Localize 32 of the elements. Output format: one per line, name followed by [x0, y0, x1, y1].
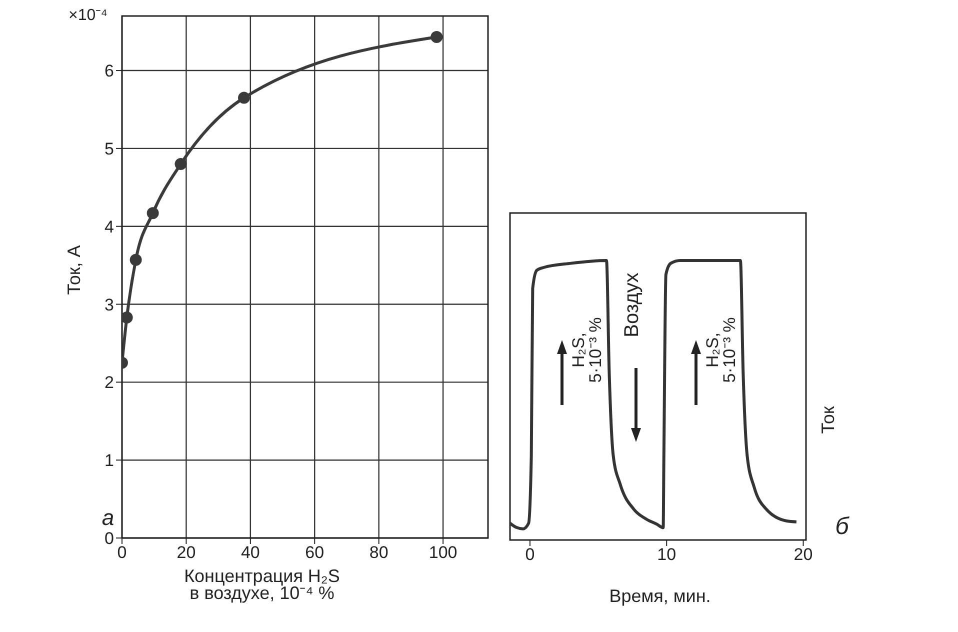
text: ×10⁻⁴ — [68, 7, 108, 24]
x-axis-title: Концентрация H₂S в воздухе, 10⁻⁴ % — [184, 566, 340, 603]
point — [146, 207, 159, 220]
y-tick-label: 3 — [104, 295, 114, 314]
x-tick-label: 0 — [525, 545, 535, 564]
point — [122, 312, 133, 324]
x-tick-label: 10 — [657, 545, 676, 564]
annotation: H₂S, 5·10⁻³ % — [569, 317, 605, 383]
x-axis-title: Время, мин. — [609, 586, 711, 606]
y-axis-title: Ток — [818, 406, 838, 434]
x-tick-label: 0 — [117, 543, 127, 562]
annotation: H₂S, 5·10⁻³ % — [703, 317, 739, 383]
x-tick-label: 60 — [305, 543, 324, 562]
point — [430, 31, 443, 44]
y-tick-label: 4 — [104, 217, 114, 236]
point — [238, 92, 250, 104]
text: а — [102, 505, 114, 530]
text: б — [835, 513, 850, 540]
y-axis-title: Ток, А — [64, 245, 84, 295]
x-tick-label: 100 — [428, 543, 458, 562]
x-tick-label: 20 — [176, 543, 196, 562]
x-tick-label: 80 — [369, 543, 388, 562]
annotation: Воздух — [621, 272, 643, 338]
y-tick-label: 1 — [104, 451, 114, 470]
point — [174, 158, 187, 170]
x-tick-label: 40 — [240, 543, 260, 562]
y-tick-label: 5 — [104, 139, 114, 158]
y-tick-label: 2 — [104, 373, 114, 392]
x-tick-label: 20 — [794, 545, 813, 564]
y-tick-label: 6 — [104, 62, 114, 81]
point — [130, 254, 142, 266]
y-tick-label: 0 — [104, 529, 114, 548]
